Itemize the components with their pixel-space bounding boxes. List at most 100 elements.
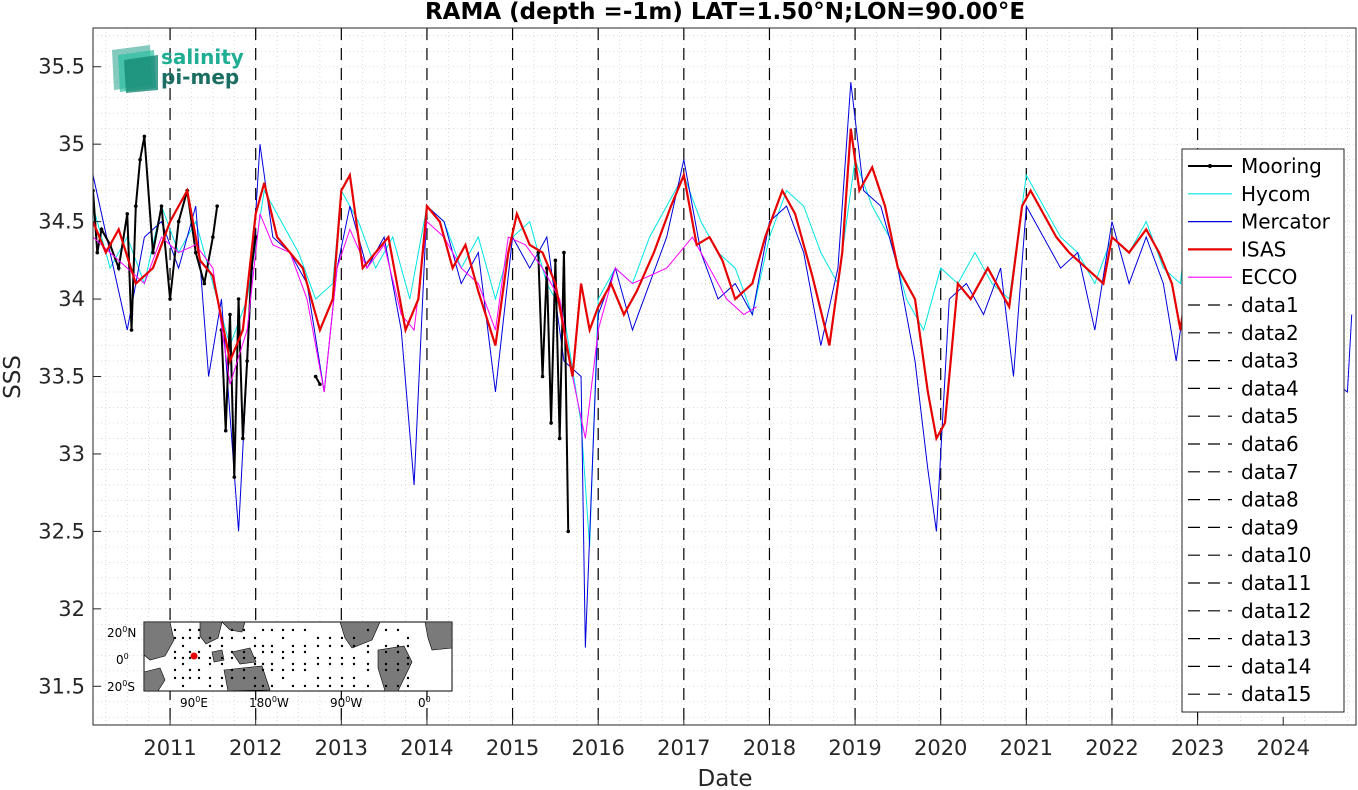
map-dot (281, 668, 285, 672)
map-dot (291, 662, 295, 666)
tick-layer: 2011 2012 2013 2014 2015 2016 2017 2018 2019 2020… (38, 55, 1310, 760)
legend-label: ECCO (1241, 265, 1297, 289)
map-dot (173, 656, 177, 660)
series-ecco (93, 213, 757, 439)
legend-label: data3 (1241, 349, 1299, 373)
mooring-point (318, 382, 322, 387)
mooring-point (142, 134, 147, 139)
chart-title: RAMA (depth =-1m) LAT=1.50°N;LON=90.00°E (425, 0, 1025, 25)
legend-label: data14 (1241, 654, 1312, 678)
map-lat-0-label: 00 (116, 652, 129, 667)
logo-line1: salinity (161, 45, 244, 69)
legend-label: ISAS (1241, 237, 1286, 261)
map-dot (281, 656, 285, 660)
mooring-point (232, 475, 237, 479)
map-dot (270, 650, 274, 654)
map-dot (396, 662, 400, 666)
map-lon-90w-label: 900W (330, 695, 362, 710)
map-dot (230, 668, 234, 672)
map-dot (181, 656, 185, 660)
map-dot (340, 656, 344, 660)
map-dot (242, 636, 246, 640)
mooring-point (202, 281, 207, 286)
map-dot (406, 636, 410, 640)
map-dot (303, 650, 307, 654)
map-dot (406, 644, 410, 648)
mooring-point (129, 328, 134, 332)
legend: Mooring Hycom Mercator ISAS ECCO data1 data2 da… (1181, 148, 1345, 713)
map-dot (188, 676, 192, 680)
map-dot (340, 662, 344, 666)
map-dot (188, 628, 192, 632)
map-dot (303, 644, 307, 648)
x-tick-label: 2019 (828, 736, 881, 760)
map-dot (384, 628, 388, 632)
map-dot (316, 636, 320, 640)
map-dot (173, 676, 177, 680)
map-dot (281, 636, 285, 640)
map-dot (384, 684, 388, 688)
map-dot (270, 662, 274, 666)
x-tick-label: 2017 (657, 736, 710, 760)
map-dot (340, 644, 344, 648)
legend-entry: data12 (1188, 599, 1312, 623)
legend-entry: data9 (1188, 515, 1299, 539)
series-line-isas (93, 128, 1191, 442)
map-dot (366, 628, 370, 632)
map-dot (384, 662, 388, 666)
map-dot (197, 636, 201, 640)
selected-mooring-marker (190, 652, 198, 660)
x-tick-label: 2014 (400, 736, 453, 760)
x-tick-label: 2024 (1256, 736, 1309, 760)
series-mercator (93, 82, 1353, 648)
mooring-point (245, 359, 249, 363)
mooring-point (176, 219, 181, 224)
map-dot (220, 636, 224, 640)
mooring-point (253, 235, 258, 239)
map-dot (230, 628, 234, 632)
legend-entry: data10 (1188, 543, 1312, 567)
map-dot (261, 668, 265, 672)
x-tick-label: 2015 (486, 736, 539, 760)
map-dot (396, 668, 400, 672)
mooring-point (138, 157, 142, 162)
map-dot (328, 662, 332, 666)
x-tick-label: 2022 (1085, 736, 1138, 760)
map-lon-0-label: 00 (418, 695, 431, 710)
mooring-point (95, 250, 100, 255)
map-dot (328, 684, 332, 688)
map-dot (366, 668, 370, 672)
map-dot (291, 644, 295, 648)
logo-mark-front (124, 55, 158, 93)
mooring-point (211, 235, 215, 239)
legend-entry: data13 (1188, 627, 1312, 651)
map-dot (270, 628, 274, 632)
map-dot (366, 662, 370, 666)
map-dot (281, 628, 285, 632)
mooring-point (236, 297, 241, 301)
legend-box (1181, 148, 1345, 713)
map-dot (340, 676, 344, 680)
mooring-point (168, 297, 172, 301)
x-tick-label: 2011 (143, 736, 196, 760)
map-dot (303, 628, 307, 632)
map-dot (188, 636, 192, 640)
map-dot (220, 676, 224, 680)
map-lon-90e-label: 900E (180, 695, 208, 710)
map-dot (230, 636, 234, 640)
map-dot (352, 662, 356, 666)
map-dot (366, 644, 370, 648)
legend-label: data5 (1241, 404, 1299, 428)
legend-entry: data7 (1188, 460, 1299, 484)
map-dot (253, 684, 257, 688)
map-dot (173, 650, 177, 654)
map-dot (188, 668, 192, 672)
mooring-point (99, 227, 104, 232)
legend-label: data1 (1241, 293, 1299, 317)
y-tick-label: 35.5 (38, 55, 85, 79)
map-dot (291, 684, 295, 688)
mooring-point (566, 529, 571, 534)
legend-swatch-dot (1208, 164, 1212, 168)
